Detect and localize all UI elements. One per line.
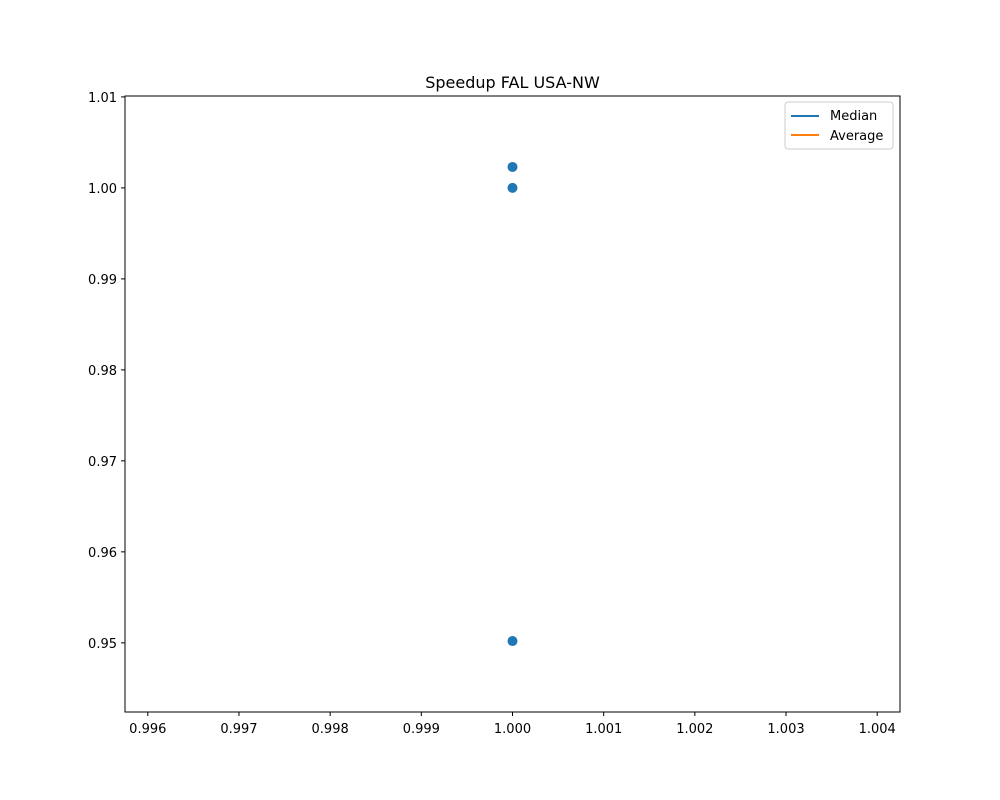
y-tick-label: 1.01 <box>88 91 117 106</box>
scatter-point <box>507 636 518 647</box>
scatter-point <box>507 161 518 172</box>
plot-frame <box>124 95 901 713</box>
y-tick-label: 0.99 <box>88 273 117 288</box>
legend-box <box>784 101 894 150</box>
y-tick-label: 0.97 <box>88 455 117 470</box>
x-axis: 0.996 0.997 0.998 0.999 1.000 1.001 1.002 1.003… <box>129 712 896 737</box>
x-tick-label: 0.997 <box>220 722 257 737</box>
x-tick-label: 0.996 <box>129 722 166 737</box>
chart-title: Speedup FAL USA-NW <box>425 73 600 92</box>
data-points <box>507 161 518 647</box>
legend-average-label: Average <box>830 129 883 144</box>
x-tick-label: 1.003 <box>767 722 804 737</box>
legend-median-label: Median <box>830 109 877 124</box>
x-tick-label: 0.998 <box>312 722 349 737</box>
x-tick-label: 1.004 <box>859 722 896 737</box>
y-tick-label: 0.96 <box>88 546 117 561</box>
scatter-point <box>507 182 518 193</box>
y-tick-label: 1.00 <box>88 182 117 197</box>
x-tick-label: 1.001 <box>585 722 622 737</box>
x-tick-label: 0.999 <box>403 722 440 737</box>
y-tick-label: 0.95 <box>88 637 117 652</box>
y-axis: 0.95 0.96 0.97 0.98 0.99 1.00 1.01 <box>88 91 125 652</box>
legend: Median Average <box>784 101 894 150</box>
x-tick-label: 1.000 <box>494 722 531 737</box>
plot-area <box>125 96 900 712</box>
y-tick-label: 0.98 <box>88 364 117 379</box>
x-tick-label: 1.002 <box>676 722 713 737</box>
